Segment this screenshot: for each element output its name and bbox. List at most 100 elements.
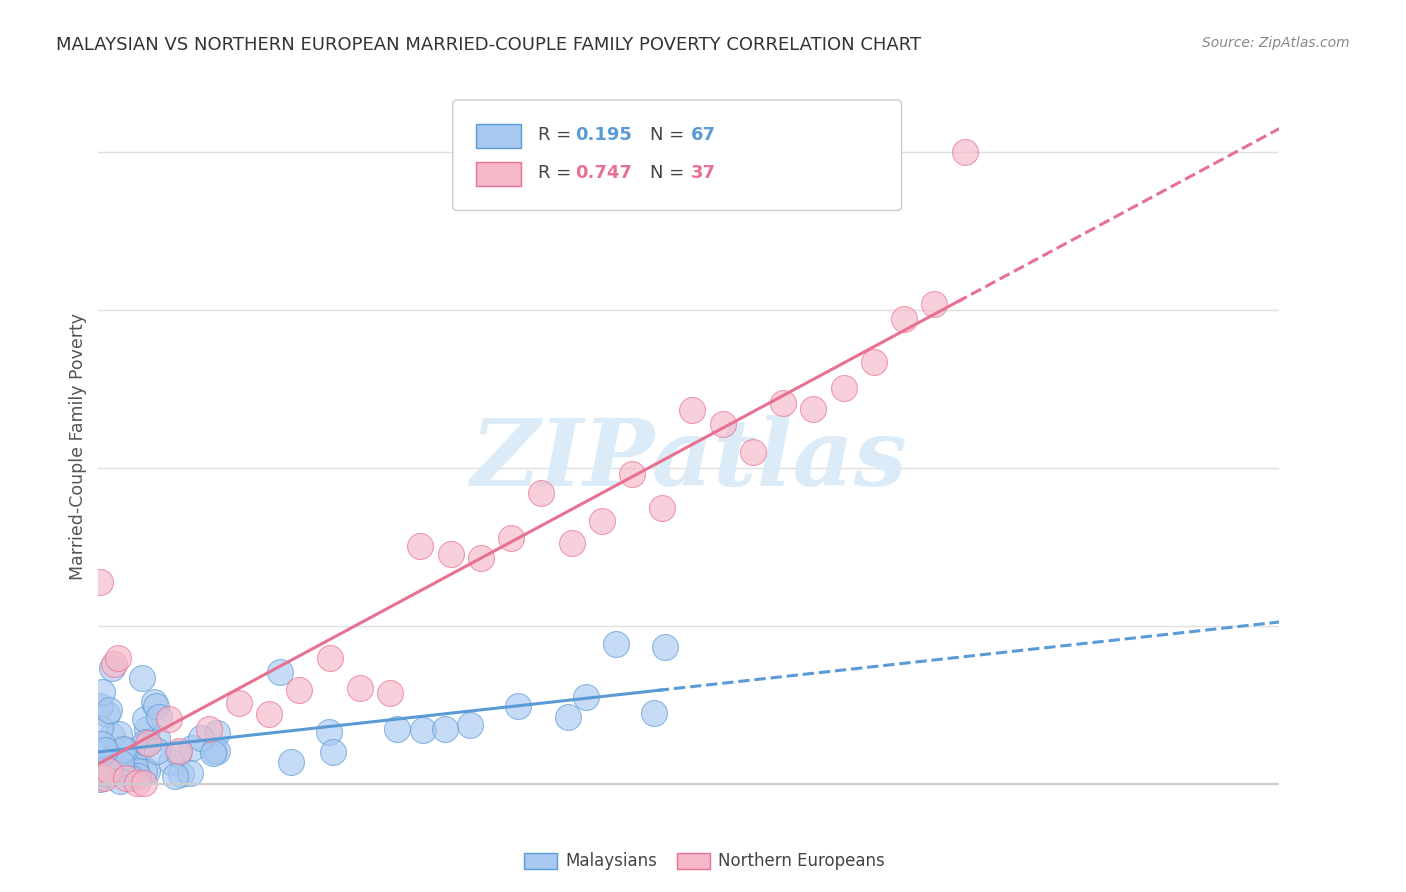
Point (409, 539, 432, 553)
Point (89, 772, 111, 786)
Point (190, 731, 212, 745)
Point (93, 771, 115, 785)
Point (103, 657, 125, 671)
Point (832, 381, 855, 395)
Point (108, 727, 131, 741)
Point (557, 710, 579, 724)
Point (136, 764, 159, 778)
Point (924, 297, 946, 311)
Point (125, 776, 148, 790)
Point (202, 744, 225, 758)
Point (91, 684, 114, 698)
Point (654, 640, 676, 654)
Text: 0.195: 0.195 (575, 126, 633, 144)
Point (205, 726, 228, 740)
Point (160, 756, 183, 770)
Point (269, 665, 291, 679)
Point (127, 769, 149, 783)
Point (98, 764, 121, 779)
Text: ZIPatlas: ZIPatlas (471, 416, 907, 505)
Text: R =: R = (537, 164, 576, 182)
Point (94, 744, 117, 758)
Text: Malaysians: Malaysians (565, 852, 657, 870)
Point (101, 729, 124, 743)
Point (114, 743, 136, 757)
Point (319, 651, 342, 665)
Point (280, 755, 302, 769)
Text: N =: N = (650, 126, 690, 144)
Point (148, 709, 170, 723)
Point (108, 774, 131, 789)
Point (134, 735, 156, 749)
Point (146, 744, 169, 758)
FancyBboxPatch shape (453, 100, 901, 211)
Point (561, 535, 583, 549)
Y-axis label: Married-Couple Family Poverty: Married-Couple Family Poverty (69, 312, 87, 580)
Point (205, 744, 228, 758)
Point (134, 712, 156, 726)
Point (322, 745, 344, 759)
Point (170, 767, 193, 781)
Text: 0.747: 0.747 (575, 164, 633, 182)
Point (100, 751, 122, 765)
Point (385, 722, 408, 736)
Point (228, 696, 250, 710)
Point (742, 444, 765, 458)
Text: Source: ZipAtlas.com: Source: ZipAtlas.com (1202, 36, 1350, 50)
Point (110, 756, 132, 771)
Point (146, 731, 169, 745)
Point (138, 736, 160, 750)
Point (643, 706, 665, 721)
Text: Northern Europeans: Northern Europeans (718, 852, 886, 870)
Point (125, 764, 148, 778)
Point (132, 739, 155, 754)
Point (181, 740, 204, 755)
Point (136, 723, 159, 737)
Point (893, 311, 915, 326)
Point (167, 743, 190, 757)
Point (259, 706, 281, 721)
Point (803, 401, 825, 416)
Point (157, 712, 180, 726)
Point (107, 650, 129, 665)
Point (120, 771, 142, 785)
Point (111, 741, 134, 756)
Text: 37: 37 (692, 164, 716, 182)
Point (506, 699, 529, 714)
Point (863, 354, 886, 368)
Point (288, 683, 311, 698)
Point (412, 723, 434, 737)
Point (110, 763, 132, 777)
Point (142, 695, 165, 709)
Point (134, 776, 156, 790)
Point (470, 550, 492, 565)
Point (179, 765, 201, 780)
Point (621, 467, 644, 481)
Point (434, 723, 457, 737)
FancyBboxPatch shape (523, 853, 557, 869)
Point (132, 764, 155, 779)
Point (167, 746, 190, 760)
Text: MALAYSIAN VS NORTHERN EUROPEAN MARRIED-COUPLE FAMILY POVERTY CORRELATION CHART: MALAYSIAN VS NORTHERN EUROPEAN MARRIED-C… (56, 36, 921, 54)
Point (591, 514, 613, 528)
Point (120, 760, 142, 774)
Point (165, 768, 187, 782)
Point (115, 771, 138, 785)
Point (89, 574, 111, 589)
Text: N =: N = (650, 164, 690, 182)
Point (101, 661, 124, 675)
Point (96, 767, 118, 781)
FancyBboxPatch shape (477, 162, 522, 186)
Point (125, 751, 148, 765)
Point (605, 637, 627, 651)
Point (318, 724, 340, 739)
Point (98, 703, 121, 717)
Point (651, 500, 673, 515)
Point (953, 145, 976, 160)
Text: R =: R = (537, 126, 576, 144)
Point (91, 737, 114, 751)
Point (89, 722, 111, 736)
FancyBboxPatch shape (678, 853, 710, 869)
Point (111, 764, 134, 778)
Point (145, 699, 167, 714)
